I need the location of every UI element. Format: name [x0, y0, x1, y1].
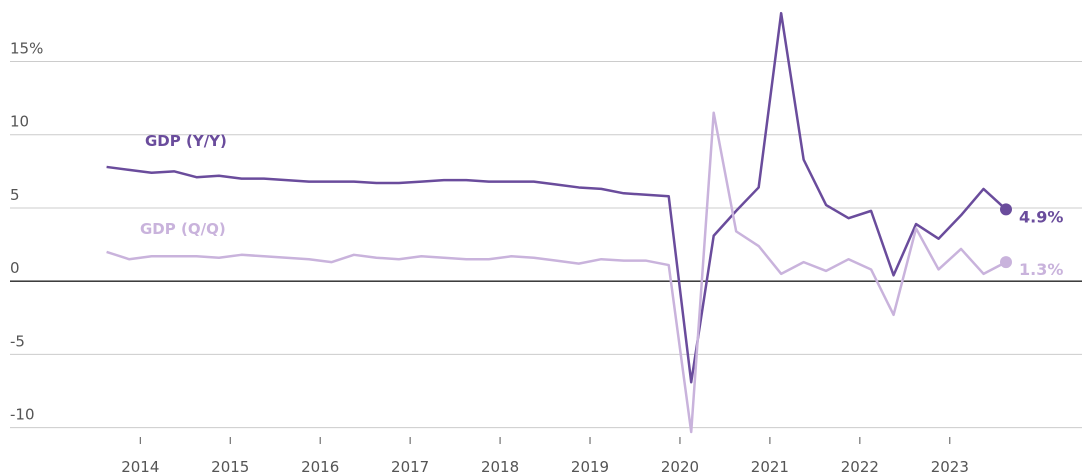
y-tick-label: -5	[10, 332, 25, 350]
x-tick-label: 2015	[211, 458, 249, 476]
x-tick-label: 2017	[391, 458, 429, 476]
x-tick-label: 2022	[841, 458, 879, 476]
x-tick-label: 2020	[661, 458, 699, 476]
y-tick-label: 10	[10, 113, 29, 131]
end-dot	[999, 203, 1012, 216]
value-label: 1.3%	[1019, 260, 1063, 279]
y-tick-label: 0	[10, 259, 20, 277]
x-tick-label: 2014	[121, 458, 159, 476]
x-tick-label: 2019	[571, 458, 609, 476]
series-label: GDP (Y/Y)	[145, 132, 227, 150]
value-label: 4.9%	[1019, 207, 1063, 226]
y-tick-label: -10	[10, 406, 35, 424]
end-dot	[999, 256, 1012, 269]
y-tick-label: 15%	[10, 40, 43, 58]
x-tick-label: 2016	[301, 458, 339, 476]
line	[106, 111, 1007, 434]
series-label: GDP (Q/Q)	[140, 220, 226, 238]
x-tick-label: 2018	[481, 458, 519, 476]
x-tick-label: 2023	[931, 458, 969, 476]
x-tick-label: 2021	[751, 458, 789, 476]
line	[106, 11, 1007, 384]
y-tick-label: 5	[10, 186, 20, 204]
